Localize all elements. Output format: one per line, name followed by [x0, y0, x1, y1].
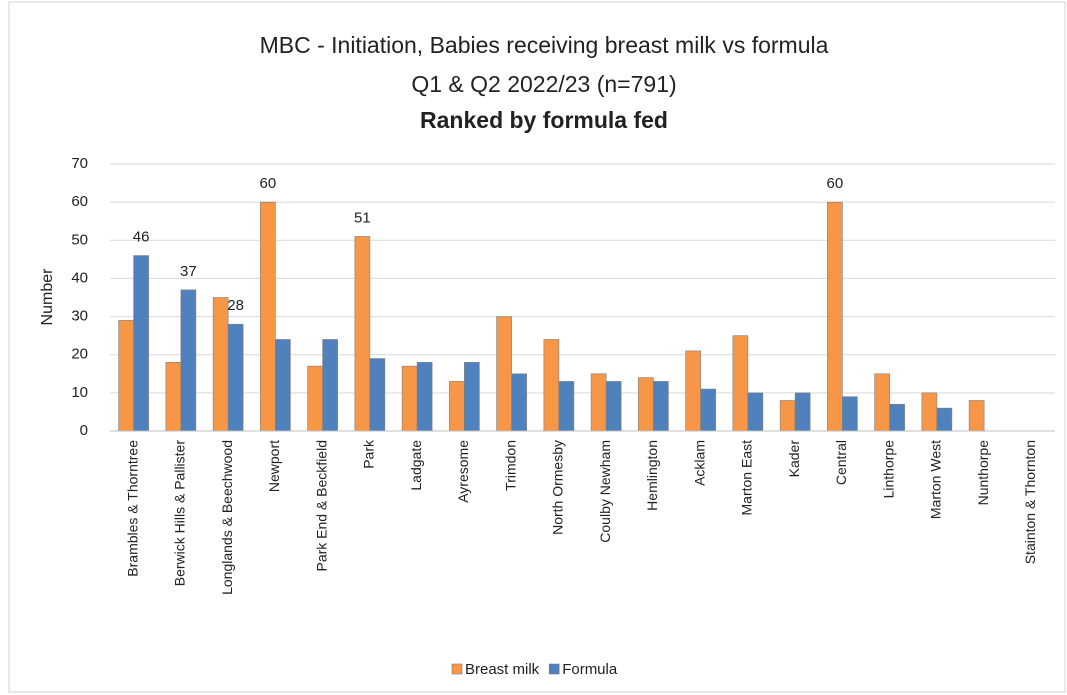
- bar: [936, 407, 953, 432]
- bar: [496, 316, 512, 432]
- chart-border: [8, 1, 1066, 693]
- x-tick-label: Park: [361, 439, 377, 469]
- data-label: 60: [260, 175, 277, 192]
- bar: [464, 362, 480, 432]
- y-tick-label: 20: [71, 346, 88, 363]
- x-tick-label: Brambles & Thorntree: [124, 440, 140, 577]
- data-label: 51: [354, 209, 371, 226]
- legend-label: Breast milk: [465, 661, 540, 678]
- bar: [747, 392, 764, 432]
- x-tick-label: Acklam: [691, 440, 707, 486]
- data-label: 37: [180, 263, 197, 280]
- bar: [401, 365, 418, 432]
- x-tick-label: Stainton & Thornton: [1022, 440, 1038, 564]
- bar: [543, 339, 560, 432]
- x-tick-label: Kader: [786, 440, 802, 478]
- x-tick-label: Central: [833, 440, 849, 485]
- bar: [511, 373, 527, 432]
- bar: [700, 388, 716, 432]
- bar: [827, 201, 843, 432]
- chart-title: MBC - Initiation, Babies receiving breas…: [260, 32, 829, 58]
- bar: [449, 381, 465, 432]
- bar: [260, 201, 276, 432]
- bar: [921, 392, 938, 432]
- bar: [354, 236, 371, 432]
- y-tick-label: 30: [71, 308, 88, 325]
- bar: [133, 255, 149, 432]
- x-tick-label: Trimdon: [502, 440, 518, 491]
- bar: [275, 339, 291, 432]
- bar: [227, 323, 244, 432]
- x-tick-label: Nunthorpe: [975, 440, 991, 506]
- x-tick-label: Berwick Hills & Pallister: [172, 440, 188, 587]
- legend-swatch: [451, 663, 463, 675]
- x-tick-label: Park End & Beckfield: [313, 440, 329, 572]
- data-label: 46: [133, 229, 150, 246]
- y-tick-label: 70: [71, 155, 88, 172]
- bar: [653, 381, 669, 432]
- bar: [322, 339, 338, 432]
- x-tick-label: Ayresome: [455, 440, 471, 503]
- legend-swatch: [548, 663, 560, 675]
- y-tick-label: 40: [71, 269, 88, 286]
- bar: [685, 350, 701, 432]
- bar: [889, 403, 905, 432]
- bar: [779, 400, 796, 432]
- bar: [590, 373, 607, 432]
- x-tick-label: Hemlington: [644, 440, 660, 511]
- y-tick-label: 50: [71, 231, 88, 248]
- bar: [212, 297, 229, 432]
- legend-label: Formula: [562, 661, 618, 678]
- bar: [842, 396, 858, 432]
- bar: [605, 381, 622, 432]
- bar: [369, 358, 386, 432]
- bar: [638, 377, 654, 432]
- bar: [794, 392, 811, 432]
- y-axis-label: Number: [39, 268, 56, 326]
- y-tick-label: 10: [71, 384, 88, 401]
- x-tick-label: Marton East: [739, 440, 755, 516]
- bar: [165, 362, 182, 432]
- data-label: 60: [827, 175, 844, 192]
- chart-subtitle: Q1 & Q2 2022/23 (n=791): [411, 71, 676, 97]
- x-tick-label: Longlands & Beechwood: [219, 440, 235, 595]
- bar: [307, 365, 323, 432]
- x-tick-label: North Ormesby: [550, 440, 566, 535]
- y-tick-label: 0: [80, 422, 88, 439]
- bar: [874, 373, 890, 432]
- bar: [732, 335, 749, 432]
- bar: [118, 320, 134, 432]
- x-tick-label: Linthorpe: [880, 440, 896, 499]
- x-tick-label: Coulby Newham: [597, 440, 613, 543]
- y-tick-label: 60: [71, 193, 88, 210]
- x-tick-label: Newport: [266, 440, 282, 492]
- data-label: 28: [227, 297, 244, 314]
- x-tick-label: Ladgate: [408, 440, 424, 491]
- bar: [180, 289, 197, 432]
- x-tick-label: Marton West: [928, 440, 944, 519]
- bar: [416, 362, 433, 432]
- chart-subtitle: Ranked by formula fed: [420, 107, 668, 133]
- bar: [968, 400, 985, 432]
- bar: [558, 381, 575, 432]
